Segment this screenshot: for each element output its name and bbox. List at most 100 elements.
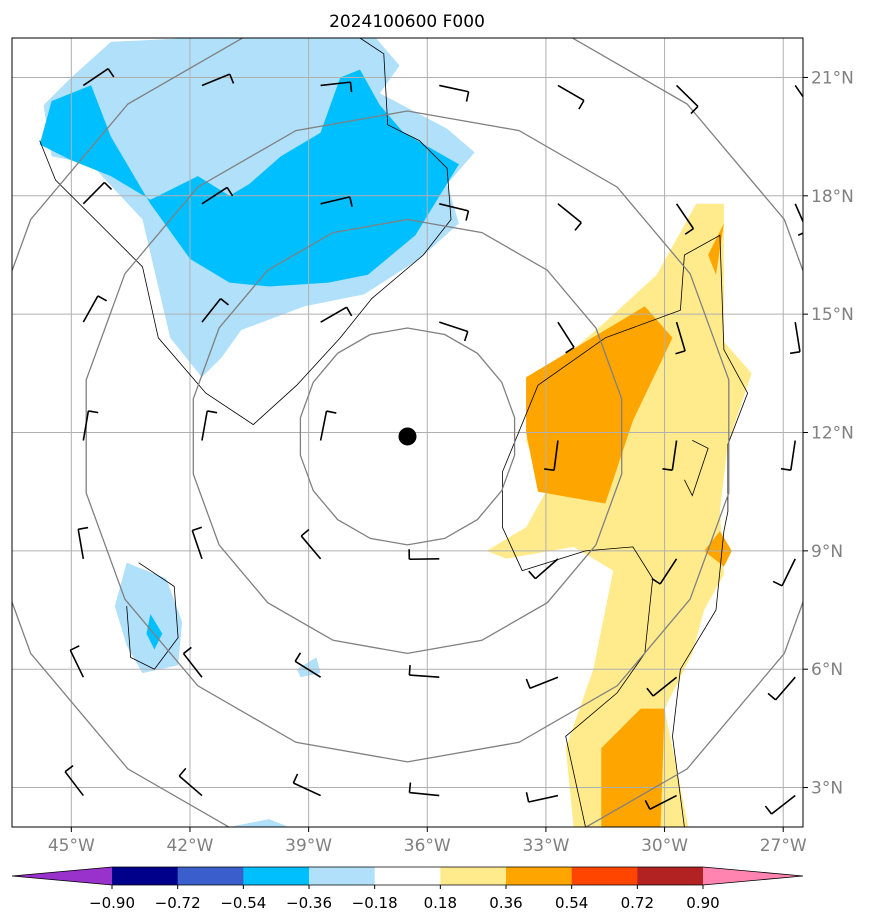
wind-barb-flag [662,467,673,471]
wind-barb-staff [82,181,105,205]
wind-barb-flag [525,678,531,689]
wind-barb-staff [201,73,231,87]
wind-barb-flag [767,692,777,701]
wind-barb-staff [439,203,469,212]
wind-barb-flag [465,210,470,221]
wind-barb-staff [191,530,203,560]
wind-barb-staff [300,535,322,560]
coastline [501,472,654,827]
colorbar-tick-label: −0.18 [352,894,398,912]
wind-barb-staff [82,410,90,441]
wind-barb-staff [439,84,469,93]
wind-barb-flag [345,306,353,317]
wind-barb-staff [409,791,440,797]
coastline [126,562,179,670]
wind-barb-flag [107,68,115,78]
wind-barb-staff [64,771,84,797]
wind-barb-staff [69,649,85,678]
wind-barb-staff [77,529,85,559]
wind-barb-staff [439,321,469,333]
colorbar: −0.90 −0.72 −0.54 −0.36 −0.18 0.18 0.36 0.54 0.7… [11,866,804,912]
shaded-region [486,203,752,827]
colorbar-tick-label: −0.36 [286,894,332,912]
wind-barb-flag [528,570,537,580]
wind-barb-flag [97,295,108,302]
wind-barb-staff [320,196,351,205]
shaded-region [704,531,732,567]
coastline [684,440,709,497]
wind-barb-flag [64,764,74,773]
wind-barb-flag [565,346,575,354]
storm-center-marker [398,427,417,446]
wind-barb-flag [780,467,791,471]
colorbar-bin [374,867,441,885]
wind-barb-staff [794,84,803,99]
colorbar-bin [112,867,179,885]
wind-barb-flag [525,792,530,803]
x-axis-ticks: 45°W 42°W 39°W 36°W 33°W 30°W 27°W [48,827,807,856]
wind-barb-staff [293,782,321,797]
wind-barb-flag [646,687,654,697]
wind-barb-flag [644,799,651,810]
shaded-region [114,562,183,674]
y-axis-ticks: 3°N 6°N 9°N 12°N 15°N 18°N 21°N [803,68,854,799]
map-plot-area [12,38,803,827]
range-ring [192,218,623,655]
colorbar-extend-high [703,867,803,885]
wind-barb-flag [78,526,89,531]
wind-barb-flag [192,526,203,532]
y-tick-label: 6°N [811,660,843,680]
colorbar-tick-label: 0.72 [621,894,654,912]
wind-barb-flag [764,805,773,815]
range-ring [12,38,803,827]
coastline [39,38,452,426]
wind-barb-staff [182,653,203,678]
wind-barb-staff [794,322,801,352]
x-tick-label: 39°W [285,836,332,856]
wind-barb-staff [675,321,686,352]
wind-barb-staff [649,794,677,810]
wind-barb-flag [574,222,582,231]
wind-barb-staff [528,794,559,803]
chart-title: 2024100600 F000 [329,12,485,32]
shaded-region [526,306,673,504]
y-tick-label: 18°N [811,187,854,207]
y-tick-label: 3°N [811,779,843,799]
wind-barb-staff [557,84,585,102]
x-tick-label: 33°W [522,836,569,856]
wind-barb-staff [652,676,678,697]
x-tick-label: 30°W [641,836,688,856]
wind-barb-flag [326,410,337,414]
shaded-region [601,708,665,827]
colorbar-tick-label: 0.36 [489,894,522,912]
x-tick-label: 45°W [48,836,95,856]
wind-barb-staff [671,440,678,471]
wind-barb-staff [794,203,803,224]
colorbar-tick-label: −0.90 [89,894,135,912]
y-tick-label: 9°N [811,542,843,562]
wind-barb-staff [659,558,678,585]
wind-barb-flag [300,528,310,537]
wind-barb-flag [690,105,699,115]
wind-barb-staff [319,410,328,441]
wind-barb-flag [349,196,353,207]
wind-barb-flag [183,646,192,655]
wind-barb-flag [578,100,585,110]
wind-barb-staff [201,186,228,205]
wind-barb-flag [675,350,686,355]
shaded-region [229,819,289,827]
wind-barb-staff [781,558,796,587]
wind-barb-flag [463,331,469,342]
y-tick-label: 21°N [811,68,854,88]
wind-barb-flag [229,73,235,84]
colorbar-tick-label: −0.72 [155,894,201,912]
wind-barb-flag [408,664,411,676]
wind-barb-staff [409,674,440,678]
wind-barb-flag [294,652,302,662]
wind-barb-staff [529,676,559,690]
colorbar-tick-label: 0.90 [686,894,719,912]
wind-barb-staff [775,676,796,701]
colorbar-bin [637,867,704,885]
wind-barb-staff [178,775,203,797]
